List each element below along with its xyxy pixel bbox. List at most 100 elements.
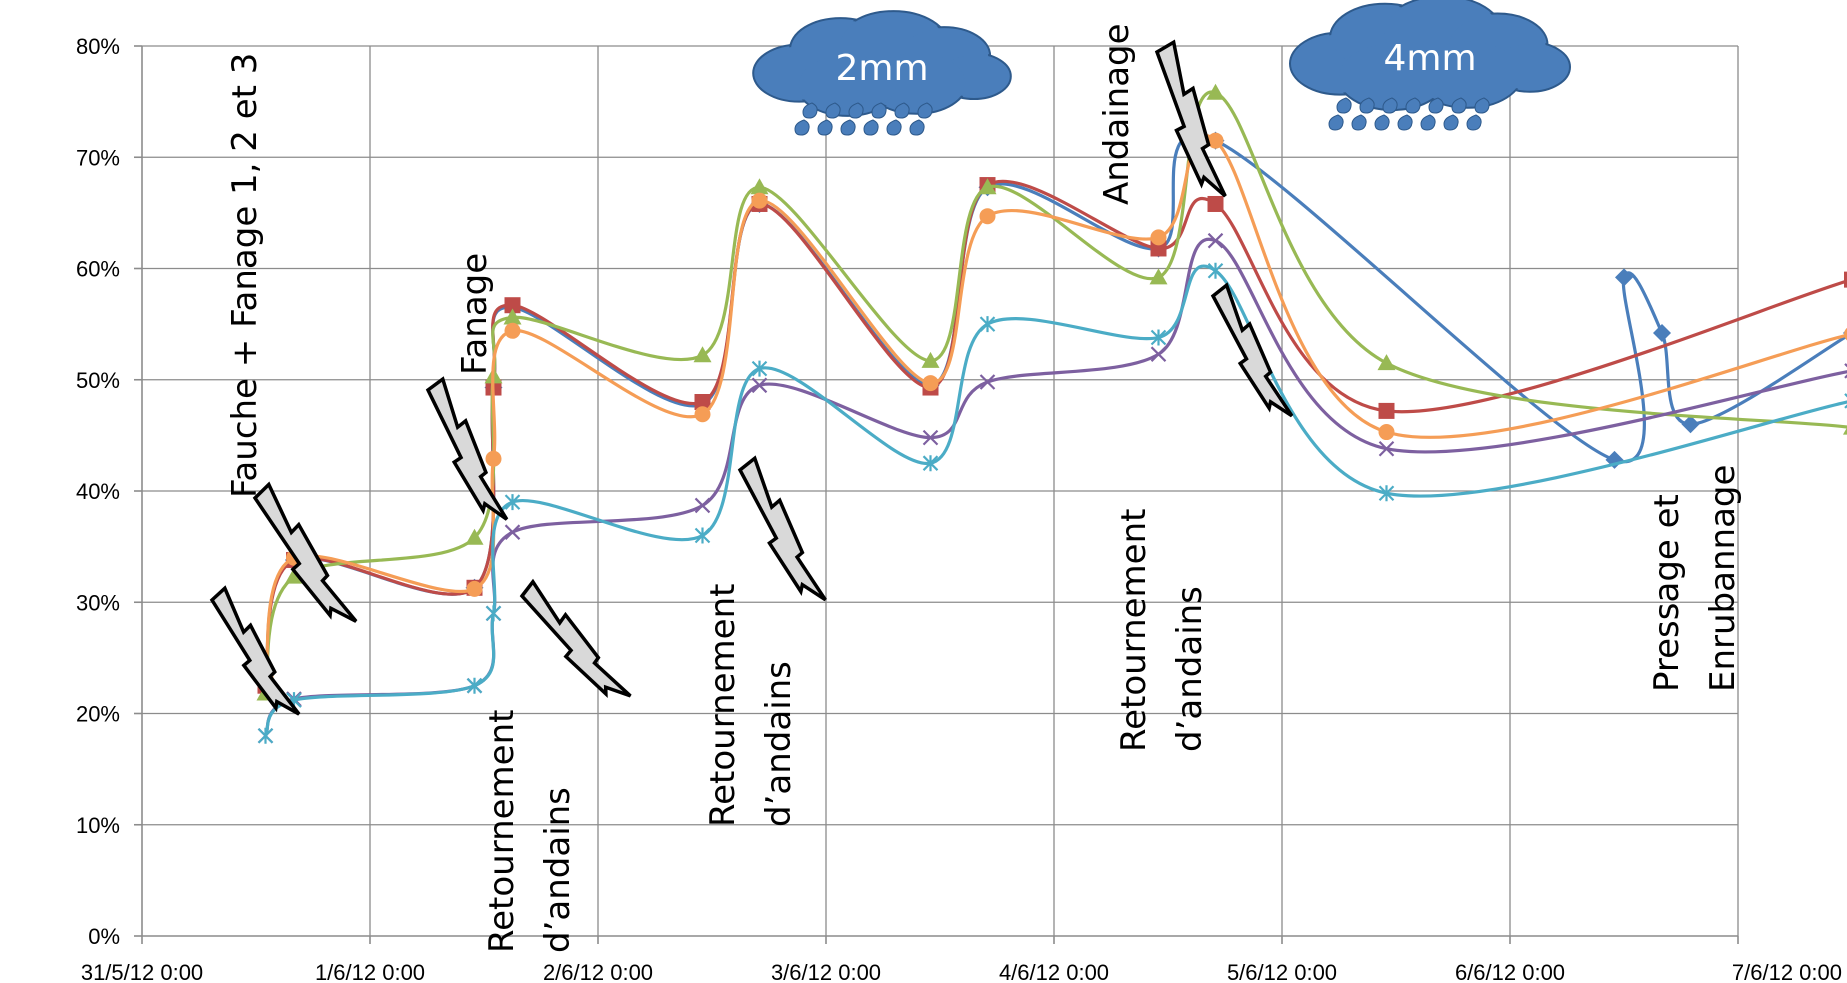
annotation-fauche: Fauche + Fanage 1, 2 et 3 (225, 53, 265, 498)
data-point (1378, 440, 1395, 457)
data-point (504, 524, 521, 540)
data-point (466, 580, 483, 597)
lightning-icon (519, 578, 632, 699)
y-tick-label: 40% (76, 479, 120, 504)
data-point (1378, 485, 1395, 502)
lightning-icon (1210, 282, 1294, 418)
x-tick-label: 2/6/12 0:00 (543, 960, 653, 983)
data-point (466, 677, 483, 694)
data-point (978, 178, 997, 195)
data-point (504, 322, 521, 339)
rain-drops-icon (1328, 97, 1490, 131)
data-point (257, 727, 274, 744)
x-tick-label: 31/5/12 0:00 (81, 960, 203, 983)
data-point (694, 394, 711, 410)
annotation-text: d’andains (1170, 586, 1210, 752)
data-point (465, 528, 484, 545)
data-point (1653, 324, 1671, 343)
data-point (751, 360, 768, 377)
data-point (694, 406, 711, 423)
data-point (751, 192, 768, 209)
lightning-icon (1154, 39, 1227, 198)
y-tick-label: 30% (76, 590, 120, 615)
data-point (979, 316, 996, 333)
annotation-retournement-1: Retournement d’andains (482, 710, 578, 953)
lightning-icons (209, 39, 1294, 716)
lightning-icon (737, 455, 827, 602)
data-point (1681, 415, 1700, 434)
rain-amount-label: 4mm (1383, 38, 1476, 79)
x-tick-label: 4/6/12 0:00 (999, 960, 1109, 983)
cloud-icon (1289, 0, 1571, 112)
data-point (750, 178, 769, 195)
data-point (1843, 427, 1847, 435)
data-point (485, 450, 502, 467)
x-tick-label: 7/6/12 0:00 (1732, 960, 1842, 983)
data-point (485, 605, 502, 622)
data-point (979, 208, 996, 225)
data-point (1615, 268, 1633, 287)
data-point (694, 497, 711, 514)
annotation-text: d’andains (538, 787, 578, 953)
y-tick-label: 50% (76, 368, 120, 393)
lightning-icon (209, 585, 301, 716)
series-line (264, 264, 1847, 737)
y-axis-ticks: 0% 10% 20% 30% 40% 50% 60% 70% 80% (76, 34, 120, 949)
rain-amount-label: 2mm (835, 48, 928, 89)
cloud-icon (752, 10, 1012, 117)
y-tick-label: 10% (76, 813, 120, 838)
axes (134, 45, 1739, 944)
data-point (504, 297, 521, 314)
y-tick-label: 70% (76, 145, 120, 170)
annotation-fanage: Fanage (455, 253, 495, 375)
data-point (1206, 83, 1225, 100)
data-point (503, 308, 522, 325)
y-tick-label: 0% (88, 924, 120, 949)
x-tick-label: 3/6/12 0:00 (771, 960, 881, 983)
annotation-text: Pressage et (1647, 494, 1687, 692)
annotation-retournement-2: Retournement d’andains (703, 584, 799, 827)
data-point (1207, 232, 1224, 249)
series-group (256, 83, 1847, 744)
rain-clouds: 2mm 4mm (752, 0, 1571, 136)
annotation-text: d’andains (759, 661, 799, 827)
series-line (263, 133, 1847, 679)
annotation-text: Fanage (455, 253, 495, 375)
series-line (263, 179, 1847, 687)
series-line (263, 90, 1847, 694)
data-point (285, 567, 303, 584)
series-line (264, 237, 1847, 737)
lightning-icon (252, 481, 358, 623)
data-point (1149, 268, 1168, 285)
annotations: Fauche + Fanage 1, 2 et 3 Fanage Retournem… (225, 23, 1743, 953)
data-point (979, 374, 996, 390)
data-point (694, 527, 711, 544)
data-point (1150, 229, 1167, 246)
data-point (1207, 132, 1224, 149)
data-point (1377, 354, 1396, 371)
y-tick-label: 80% (76, 34, 120, 59)
x-axis-ticks: 31/5/12 0:00 1/6/12 0:00 2/6/12 0:00 3/6/12… (81, 960, 1842, 983)
data-point (751, 377, 768, 394)
data-point (1844, 327, 1847, 341)
data-point (1150, 329, 1167, 346)
data-point (922, 429, 939, 446)
annotation-text: Retournement (703, 584, 743, 827)
data-point (693, 346, 712, 363)
grid (142, 45, 1739, 936)
data-point (1378, 402, 1395, 419)
annotation-andainage: Andainage (1097, 23, 1137, 205)
x-tick-label: 6/6/12 0:00 (1455, 960, 1565, 983)
rain-2-cloud: 4mm (1289, 0, 1571, 131)
data-point (921, 351, 940, 368)
annotation-text: Retournement (482, 710, 522, 953)
data-point (504, 494, 521, 511)
data-point (1207, 195, 1224, 212)
annotation-text: Fauche + Fanage 1, 2 et 3 (225, 53, 265, 498)
rain-1-cloud: 2mm (752, 10, 1012, 136)
annotation-text: Retournement (1114, 509, 1154, 752)
data-point (1150, 346, 1167, 362)
data-point (922, 375, 939, 392)
data-point (1844, 271, 1847, 288)
